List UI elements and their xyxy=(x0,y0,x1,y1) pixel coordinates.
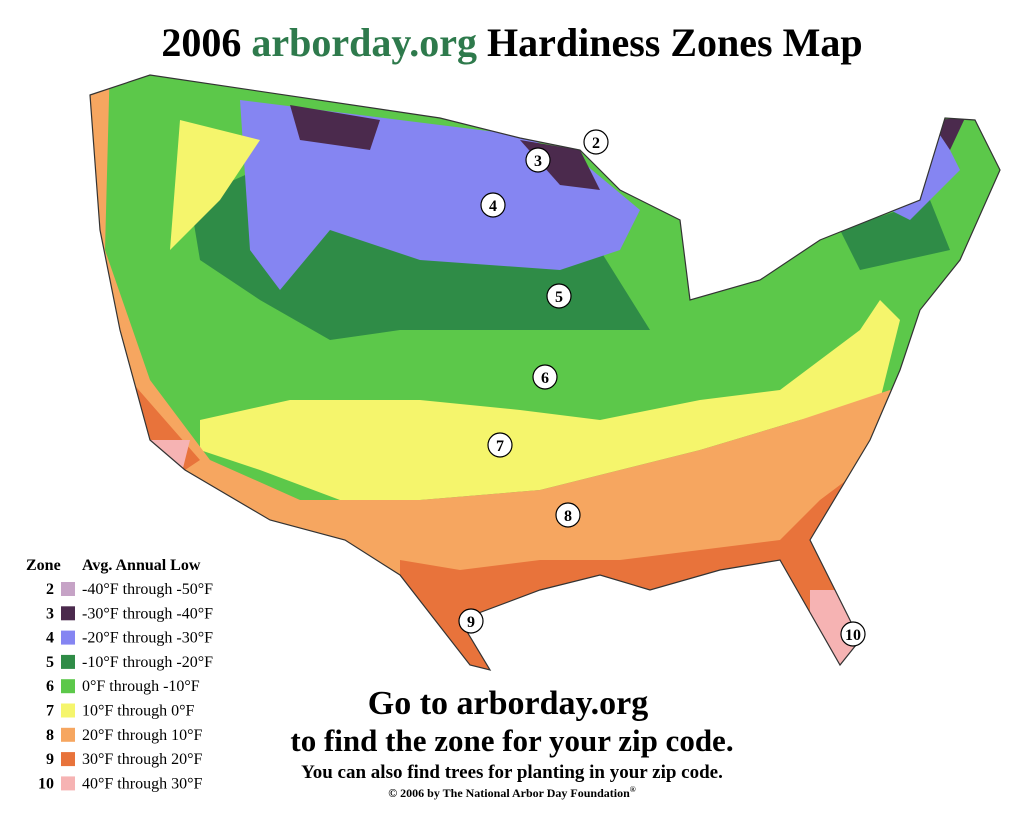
legend-swatch xyxy=(61,679,75,694)
legend-zone: 2 xyxy=(46,581,54,598)
legend-range: -30°F through -40°F xyxy=(82,605,213,622)
copyright-reg: ® xyxy=(630,785,636,794)
legend-range: -40°F through -50°F xyxy=(82,581,213,598)
legend-zone: 4 xyxy=(46,630,54,647)
legend: 2 -40°F through -50°F 3 -30°F through -40°F… xyxy=(38,581,213,792)
legend-range: 0°F through -10°F xyxy=(82,678,200,695)
zone-label: 4 xyxy=(489,198,497,215)
legend-swatch xyxy=(61,582,75,596)
legend-range: 40°F through 30°F xyxy=(82,775,202,792)
zone-badge xyxy=(480,192,506,218)
legend-swatch xyxy=(61,752,75,767)
legend-header-low: Avg. Annual Low xyxy=(82,557,201,574)
legend-header-zone: Zone xyxy=(26,557,61,574)
legend-range: 20°F through 10°F xyxy=(82,727,202,744)
zone-region xyxy=(840,200,950,270)
zone-badge xyxy=(555,502,581,528)
zone-region xyxy=(810,590,870,670)
zone-label: 3 xyxy=(534,153,542,170)
zone-badge xyxy=(583,129,609,155)
legend-zone: 6 xyxy=(46,678,54,695)
title-rest: Hardiness Zones Map xyxy=(487,20,863,65)
title-year: 2006 xyxy=(161,20,241,65)
zone-label: 7 xyxy=(496,438,504,455)
zone-badge xyxy=(525,147,551,173)
legend-swatch xyxy=(61,727,75,742)
zone-region xyxy=(200,300,900,500)
title: 2006 arborday.org Hardiness Zones Map xyxy=(161,20,862,65)
zone-label: 6 xyxy=(541,370,549,387)
zone-badge xyxy=(487,432,513,458)
legend-swatch xyxy=(61,776,75,791)
footer-line2: to find the zone for your zip code. xyxy=(290,723,733,758)
legend-swatch xyxy=(61,606,75,621)
zone-badge xyxy=(532,364,558,390)
map-outline xyxy=(89,74,1001,671)
legend-swatch xyxy=(61,654,75,669)
footer-line3: You can also find trees for planting in … xyxy=(301,762,723,783)
legend-swatch xyxy=(61,630,75,645)
legend-zone: 10 xyxy=(38,775,54,792)
zone-label: 9 xyxy=(467,614,475,631)
legend-zone: 3 xyxy=(46,605,54,622)
zone-region xyxy=(140,440,190,480)
zone-label: 8 xyxy=(564,508,572,525)
legend-zone: 8 xyxy=(46,727,54,744)
legend-zone: 5 xyxy=(46,654,54,671)
legend-swatch xyxy=(61,703,75,718)
footer-line1: Go to arborday.org xyxy=(368,685,648,722)
zone-region xyxy=(290,105,380,150)
title-site: arborday.org xyxy=(251,20,477,65)
zone-badge xyxy=(458,608,484,634)
zone-label: 10 xyxy=(845,627,861,644)
zone-label: 2 xyxy=(592,135,600,152)
legend-range: 10°F through 0°F xyxy=(82,703,194,720)
copyright-text: © 2006 by The National Arbor Day Foundat… xyxy=(388,786,630,800)
legend-zone: 9 xyxy=(46,751,54,768)
zone-label: 5 xyxy=(555,289,563,306)
legend-range: -20°F through -30°F xyxy=(82,630,213,647)
zone-badge xyxy=(840,621,866,647)
map-labels: 2 3 4 5 6 7 8 9 10 xyxy=(458,129,866,647)
legend-range: -10°F through -20°F xyxy=(82,654,213,671)
zone-badge xyxy=(546,283,572,309)
legend-range: 30°F through 20°F xyxy=(82,751,202,768)
zone-region xyxy=(170,120,260,250)
copyright: © 2006 by The National Arbor Day Foundat… xyxy=(388,785,636,800)
legend-zone: 7 xyxy=(46,703,54,720)
